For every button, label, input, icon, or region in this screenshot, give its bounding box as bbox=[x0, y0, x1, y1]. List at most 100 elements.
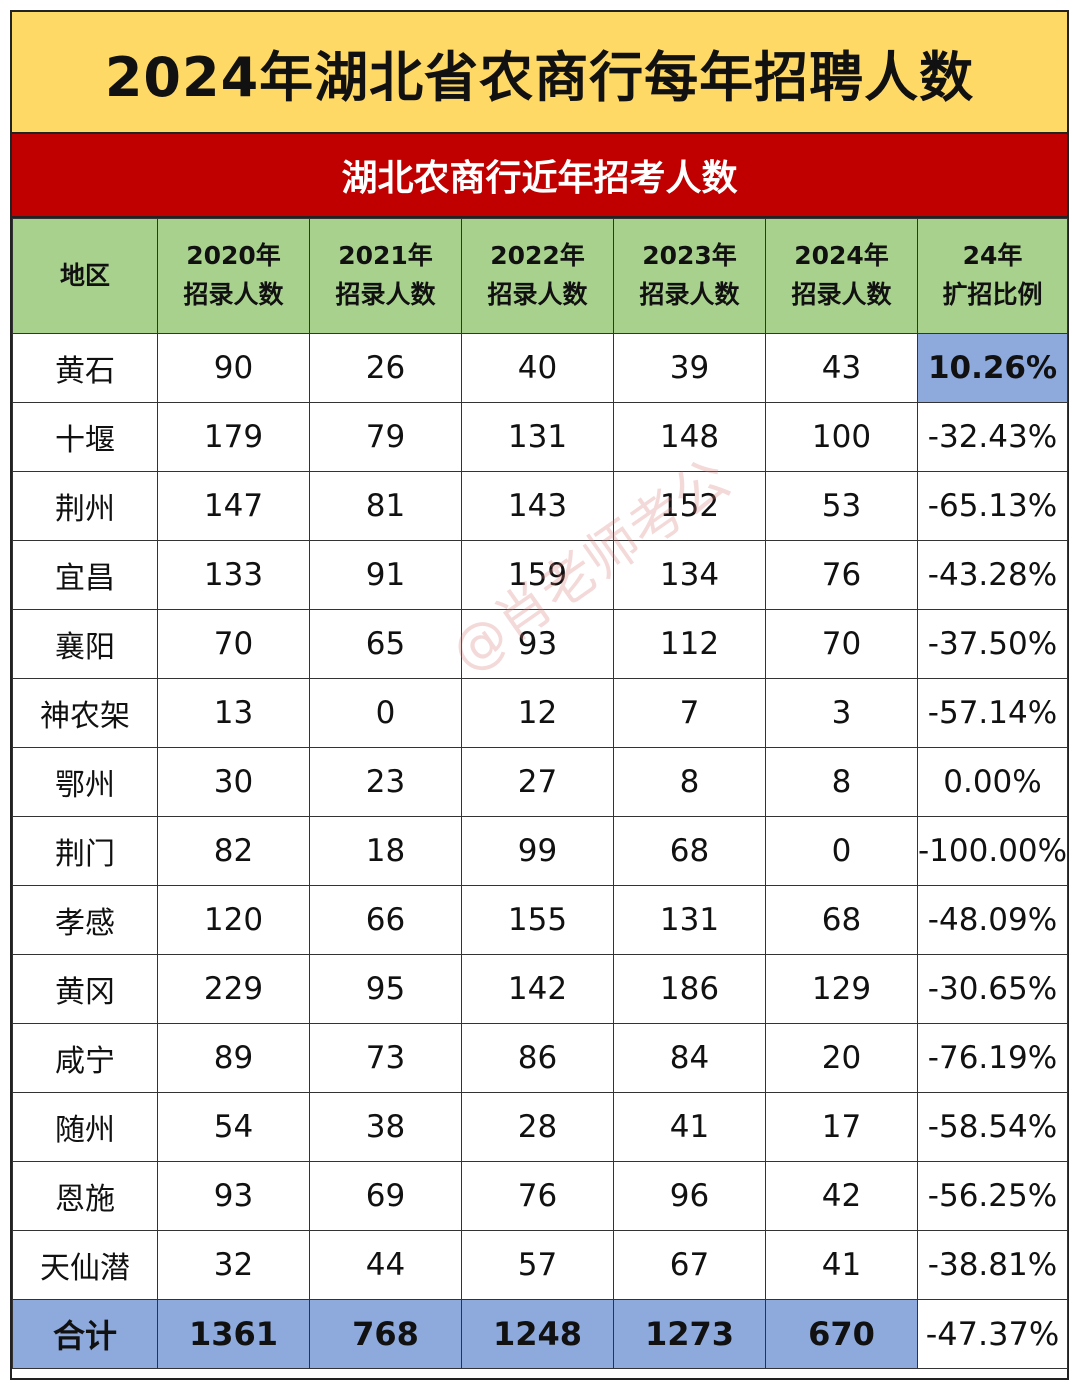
value-2023-cell: 7 bbox=[613, 678, 766, 748]
value-2022-cell: 28 bbox=[461, 1092, 614, 1162]
value-2023-cell: 67 bbox=[613, 1230, 766, 1300]
ratio-cell: -38.81% bbox=[917, 1230, 1068, 1300]
value-2021-cell: 65 bbox=[309, 609, 462, 679]
value-2023-cell: 186 bbox=[613, 954, 766, 1024]
table-row: 鄂州 30 23 27 8 8 0.00% bbox=[12, 747, 1068, 817]
value-2024-cell: 41 bbox=[765, 1230, 918, 1300]
value-2020-cell: 229 bbox=[157, 954, 310, 1024]
value-2020-cell: 120 bbox=[157, 885, 310, 955]
value-2022-cell: 76 bbox=[461, 1161, 614, 1231]
region-cell: 黄石 bbox=[12, 333, 158, 403]
region-cell: 鄂州 bbox=[12, 747, 158, 817]
value-2023-cell: 8 bbox=[613, 747, 766, 817]
header-2024: 2024年 招录人数 bbox=[765, 218, 918, 334]
total-value-cell: 1273 bbox=[613, 1299, 766, 1369]
region-cell: 荆州 bbox=[12, 471, 158, 541]
value-2022-cell: 131 bbox=[461, 402, 614, 472]
value-2022-cell: 93 bbox=[461, 609, 614, 679]
value-2023-cell: 152 bbox=[613, 471, 766, 541]
table-row: 天仙潜 32 44 57 67 41 -38.81% bbox=[12, 1230, 1068, 1300]
value-2020-cell: 13 bbox=[157, 678, 310, 748]
recruitment-sheet: 2024年湖北省农商行每年招聘人数 湖北农商行近年招考人数 地区 2020年 招录… bbox=[10, 10, 1069, 1380]
value-2021-cell: 44 bbox=[309, 1230, 462, 1300]
value-2024-cell: 129 bbox=[765, 954, 918, 1024]
ratio-cell: -37.50% bbox=[917, 609, 1068, 679]
region-cell: 襄阳 bbox=[12, 609, 158, 679]
region-cell: 十堰 bbox=[12, 402, 158, 472]
value-2024-cell: 100 bbox=[765, 402, 918, 472]
value-2021-cell: 81 bbox=[309, 471, 462, 541]
total-value-cell: 768 bbox=[309, 1299, 462, 1369]
total-label: 合计 bbox=[12, 1299, 158, 1369]
value-2022-cell: 12 bbox=[461, 678, 614, 748]
ratio-cell: -48.09% bbox=[917, 885, 1068, 955]
value-2021-cell: 91 bbox=[309, 540, 462, 610]
value-2022-cell: 99 bbox=[461, 816, 614, 886]
value-2021-cell: 73 bbox=[309, 1023, 462, 1093]
value-2021-cell: 23 bbox=[309, 747, 462, 817]
table-row: 随州 54 38 28 41 17 -58.54% bbox=[12, 1092, 1068, 1162]
region-cell: 随州 bbox=[12, 1092, 158, 1162]
value-2023-cell: 134 bbox=[613, 540, 766, 610]
ratio-cell: -65.13% bbox=[917, 471, 1068, 541]
value-2024-cell: 3 bbox=[765, 678, 918, 748]
value-2020-cell: 54 bbox=[157, 1092, 310, 1162]
value-2023-cell: 39 bbox=[613, 333, 766, 403]
value-2023-cell: 112 bbox=[613, 609, 766, 679]
ratio-cell: -43.28% bbox=[917, 540, 1068, 610]
header-2020: 2020年 招录人数 bbox=[157, 218, 310, 334]
value-2024-cell: 68 bbox=[765, 885, 918, 955]
table-subtitle: 湖北农商行近年招考人数 bbox=[12, 134, 1067, 218]
value-2024-cell: 8 bbox=[765, 747, 918, 817]
ratio-cell: -57.14% bbox=[917, 678, 1068, 748]
header-region: 地区 bbox=[12, 218, 158, 334]
value-2020-cell: 30 bbox=[157, 747, 310, 817]
value-2020-cell: 89 bbox=[157, 1023, 310, 1093]
value-2021-cell: 0 bbox=[309, 678, 462, 748]
value-2024-cell: 0 bbox=[765, 816, 918, 886]
total-row: 合计 1361 768 1248 1273 670 -47.37% bbox=[12, 1299, 1068, 1369]
value-2023-cell: 148 bbox=[613, 402, 766, 472]
region-cell: 神农架 bbox=[12, 678, 158, 748]
value-2021-cell: 69 bbox=[309, 1161, 462, 1231]
region-cell: 恩施 bbox=[12, 1161, 158, 1231]
ratio-cell: 0.00% bbox=[917, 747, 1068, 817]
value-2021-cell: 79 bbox=[309, 402, 462, 472]
value-2022-cell: 27 bbox=[461, 747, 614, 817]
ratio-cell: -58.54% bbox=[917, 1092, 1068, 1162]
total-value-cell: 1361 bbox=[157, 1299, 310, 1369]
value-2020-cell: 147 bbox=[157, 471, 310, 541]
value-2023-cell: 96 bbox=[613, 1161, 766, 1231]
value-2024-cell: 17 bbox=[765, 1092, 918, 1162]
value-2024-cell: 53 bbox=[765, 471, 918, 541]
region-cell: 荆门 bbox=[12, 816, 158, 886]
total-value-cell: 1248 bbox=[461, 1299, 614, 1369]
header-expansion-ratio: 24年 扩招比例 bbox=[917, 218, 1068, 334]
table-row: 黄石 90 26 40 39 43 10.26% bbox=[12, 333, 1068, 403]
region-cell: 黄冈 bbox=[12, 954, 158, 1024]
ratio-cell: -30.65% bbox=[917, 954, 1068, 1024]
header-2021: 2021年 招录人数 bbox=[309, 218, 462, 334]
value-2022-cell: 142 bbox=[461, 954, 614, 1024]
value-2022-cell: 155 bbox=[461, 885, 614, 955]
value-2023-cell: 84 bbox=[613, 1023, 766, 1093]
value-2023-cell: 131 bbox=[613, 885, 766, 955]
value-2023-cell: 68 bbox=[613, 816, 766, 886]
value-2022-cell: 40 bbox=[461, 333, 614, 403]
value-2022-cell: 143 bbox=[461, 471, 614, 541]
region-cell: 孝感 bbox=[12, 885, 158, 955]
table-row: 荆门 82 18 99 68 0 -100.00% bbox=[12, 816, 1068, 886]
value-2023-cell: 41 bbox=[613, 1092, 766, 1162]
total-ratio-cell: -47.37% bbox=[917, 1299, 1068, 1369]
table-row: 宜昌 133 91 159 134 76 -43.28% bbox=[12, 540, 1068, 610]
table-row: 襄阳 70 65 93 112 70 -37.50% bbox=[12, 609, 1068, 679]
value-2020-cell: 82 bbox=[157, 816, 310, 886]
table-row: 恩施 93 69 76 96 42 -56.25% bbox=[12, 1161, 1068, 1231]
value-2024-cell: 20 bbox=[765, 1023, 918, 1093]
value-2020-cell: 179 bbox=[157, 402, 310, 472]
value-2024-cell: 70 bbox=[765, 609, 918, 679]
header-row: 地区 2020年 招录人数 2021年 招录人数 2022年 招录人数 2023年 招录… bbox=[12, 218, 1068, 334]
total-value-cell: 670 bbox=[765, 1299, 918, 1369]
value-2022-cell: 57 bbox=[461, 1230, 614, 1300]
header-2022: 2022年 招录人数 bbox=[461, 218, 614, 334]
